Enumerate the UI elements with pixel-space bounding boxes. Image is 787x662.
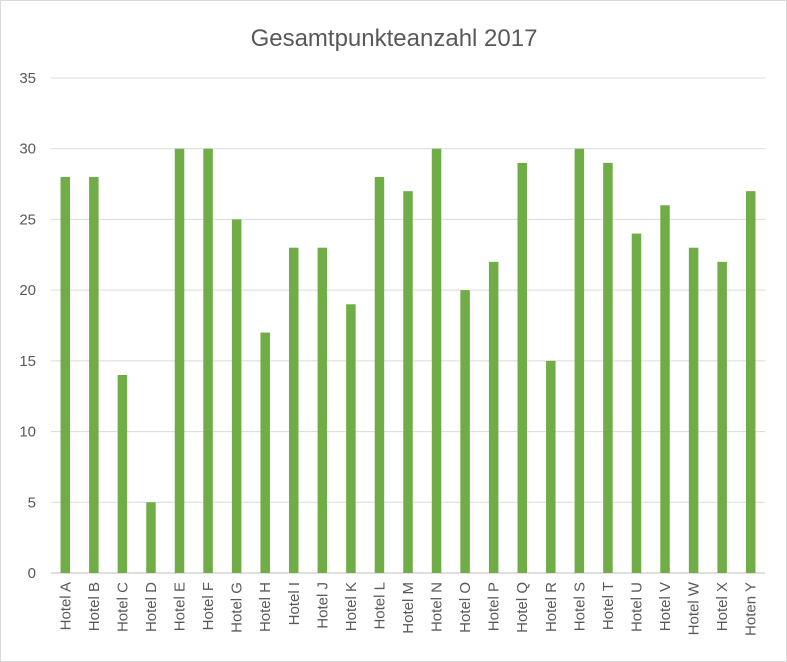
x-tick-label: Hotel L [371, 582, 388, 630]
x-tick-label: Hotel C [114, 582, 131, 632]
bar [289, 247, 299, 573]
chart-title: Gesamtpunkteanzahl 2017 [251, 25, 538, 52]
x-tick-label: Hotel S [571, 582, 588, 631]
x-tick-label: Hotel J [314, 582, 331, 629]
y-tick-label: 10 [19, 424, 36, 441]
bar [317, 247, 328, 573]
x-tick-label: Hotel G [229, 582, 246, 633]
x-tick-label: Hotel V [657, 582, 674, 631]
x-tick-label: Hotel H [257, 582, 274, 632]
bar [374, 177, 385, 573]
bar [346, 304, 356, 573]
x-tick-label: Hotel W [686, 581, 703, 635]
bar [745, 191, 756, 573]
y-axis: 0 5 10 15 20 25 30 35 [19, 70, 36, 582]
bar [231, 219, 242, 573]
bar [174, 148, 185, 573]
x-tick-label: Hoten Y [743, 582, 760, 636]
bar [260, 332, 270, 573]
bar [574, 148, 585, 573]
bar [146, 502, 156, 573]
x-tick-label: Hotel O [457, 582, 474, 633]
y-tick-label: 35 [19, 70, 36, 87]
y-tick-label: 0 [28, 565, 36, 582]
bar [117, 375, 128, 573]
x-tick-label: Hotel T [600, 582, 617, 630]
x-tick-label: Hotel Q [514, 582, 531, 633]
x-tick-label: Hotel M [400, 582, 417, 634]
x-tick-label: Hotel A [57, 582, 74, 630]
x-tick-label: Hotel N [429, 582, 446, 632]
bars [60, 148, 756, 574]
x-tick-label: Hotel R [543, 582, 560, 632]
bar [717, 261, 727, 573]
bar [460, 290, 470, 573]
y-tick-label: 20 [19, 282, 36, 299]
x-tick-label: Hotel F [200, 582, 217, 630]
x-tick-label: Hotel B [86, 582, 103, 631]
bar [403, 191, 413, 573]
x-tick-label: Hotel D [143, 582, 160, 632]
bar [431, 148, 442, 573]
bar [488, 261, 499, 573]
bar [89, 177, 99, 573]
x-tick-label: Hotel E [172, 582, 189, 631]
x-tick-label: Hotel I [286, 582, 303, 625]
bar [60, 177, 71, 573]
x-tick-label: Hotel X [714, 582, 731, 631]
y-tick-label: 25 [19, 211, 36, 228]
bar [517, 162, 527, 573]
x-axis: Hotel A Hotel B Hotel C Hotel D Hotel E Hotel… [57, 581, 759, 636]
x-tick-label: Hotel P [486, 582, 503, 631]
x-tick-label: Hotel K [343, 582, 360, 631]
bar [203, 148, 213, 573]
y-tick-label: 5 [28, 494, 36, 511]
bar [631, 233, 642, 574]
y-tick-label: 15 [19, 353, 36, 370]
bar [546, 360, 556, 573]
y-tick-label: 30 [19, 141, 36, 158]
bar [603, 162, 613, 573]
x-tick-label: Hotel U [628, 582, 645, 632]
bar [660, 205, 670, 574]
bar [688, 247, 699, 573]
